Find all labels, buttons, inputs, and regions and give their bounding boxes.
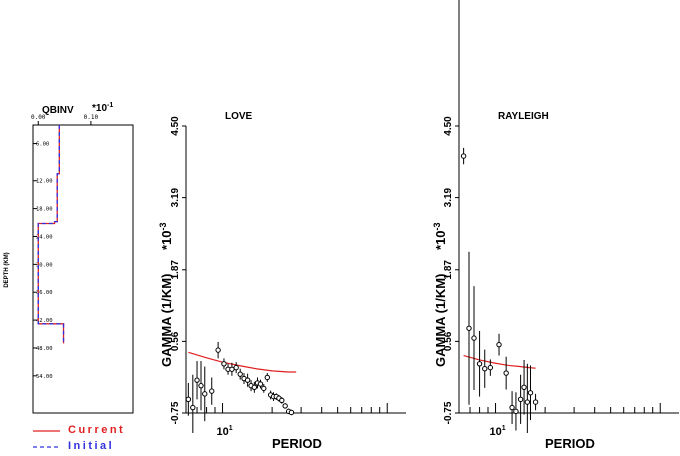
love-data-point (282, 403, 288, 409)
love-data-point (257, 381, 264, 387)
love-data-point (288, 409, 295, 416)
love-scale-label: *10-3 (158, 222, 174, 250)
love-title: LOVE (225, 111, 253, 122)
love-y-tick-label: 1.87 (170, 260, 181, 280)
legend-current-label: Current (68, 424, 125, 436)
love-data-point (209, 388, 215, 394)
qbinv-y-tick-label: 18.00 (36, 207, 53, 213)
love-x-tick-label: 101 (217, 425, 233, 438)
qbinv-y-tick-label: 6.00 (36, 142, 49, 148)
love-data-point (229, 366, 235, 372)
rayleigh-y-tick-label: -0.75 (443, 401, 454, 424)
qbinv-title: QBINV (42, 105, 74, 116)
love-data-point (215, 347, 221, 353)
love-data-point (244, 377, 251, 383)
rayleigh-data-point (521, 384, 527, 391)
love-data-point (251, 384, 258, 391)
rayleigh-data-point (482, 366, 488, 372)
rayleigh-data-point (460, 153, 467, 159)
qbinv-plot-frame (32, 124, 134, 414)
legend: Current Initial (33, 424, 125, 452)
qbinv-profile-lines (37, 125, 65, 344)
qbinv-ticks: 0.00 0.10 6.00 12.00 18.00 24.00 30.00 36.00 42.… (31, 114, 98, 380)
love-data-point (185, 396, 192, 403)
love-data-point (194, 377, 200, 383)
qbinv-x-tick-label: 0.10 (84, 114, 99, 121)
rayleigh-x-axis-label: PERIOD (545, 436, 595, 451)
rayleigh-data-point (487, 364, 494, 371)
qbinv-y-tick-label: 12.00 (36, 179, 53, 185)
rayleigh-scale-label: *10-3 (432, 222, 448, 250)
rayleigh-y-tick-label: 4.50 (443, 116, 454, 136)
rayleigh-data-point (466, 325, 472, 331)
love-data-point (202, 391, 208, 397)
qbinv-y-tick-label: 48.00 (36, 346, 53, 352)
love-x-axis-label: PERIOD (272, 436, 322, 451)
love-y-axis-label: GAMMA (1/KM) (159, 274, 174, 367)
rayleigh-axes: -0.75 0.56 1.87 3.19 4.50 101 (443, 0, 679, 438)
rayleigh-x-tick-label: 101 (490, 425, 506, 438)
love-data-point (261, 385, 267, 392)
rayleigh-data-point (513, 408, 519, 415)
love-data-point (233, 364, 239, 371)
rayleigh-title: RAYLEIGH (498, 111, 549, 122)
qbinv-panel: QBINV *10-1 DEPTH (KM) 0.00 0.10 6.00 12.00… (4, 102, 134, 414)
love-data-point (198, 382, 204, 389)
love-model-curve (188, 351, 297, 373)
qbinv-scale-label: *10-1 (92, 102, 113, 114)
love-data-point (221, 361, 227, 367)
qbinv-y-tick-label: 24.00 (36, 234, 53, 240)
love-model-line (188, 351, 297, 373)
legend-initial-label: Initial (68, 440, 114, 451)
rayleigh-data-point (517, 396, 524, 403)
rayleigh-data-point (476, 361, 483, 367)
qbinv-x-tick-label: 0.00 (31, 114, 46, 121)
qbinv-y-tick-label: 30.00 (36, 262, 53, 268)
qbinv-series-initial (37, 125, 65, 344)
love-data-points (185, 341, 295, 433)
rayleigh-y-tick-label: 0.56 (443, 331, 454, 351)
love-axes: -0.75 0.56 1.87 3.19 4.50 101 (170, 116, 406, 438)
rayleigh-y-tick-label: 3.19 (443, 187, 454, 207)
love-panel: LOVE GAMMA (1/KM) *10-3 PERIOD -0.75 0.56… (158, 111, 406, 451)
rayleigh-data-point (496, 341, 502, 348)
love-data-point (190, 404, 196, 411)
qbinv-y-tick-label: 54.00 (36, 374, 53, 380)
love-y-tick-label: -0.75 (170, 401, 181, 424)
rayleigh-data-point (527, 390, 534, 396)
qbinv-y-axis-label: DEPTH (KM) (4, 252, 10, 287)
love-data-point (264, 374, 271, 381)
rayleigh-data-point (471, 335, 477, 341)
love-y-tick-label: 3.19 (170, 187, 181, 207)
rayleigh-panel: RAYLEIGH GAMMA (1/KM) *10-3 PERIOD -0.75… (432, 0, 679, 451)
rayleigh-data-point (524, 399, 531, 405)
rayleigh-y-axis-label: GAMMA (1/KM) (433, 274, 448, 367)
love-y-tick-label: 4.50 (170, 116, 181, 136)
rayleigh-data-points (460, 147, 539, 433)
love-data-point (279, 397, 285, 404)
love-data-point (237, 371, 243, 377)
rayleigh-data-point (532, 399, 539, 405)
rayleigh-data-point (503, 370, 509, 376)
rayleigh-y-tick-label: 1.87 (443, 260, 454, 280)
rayleigh-data-point (509, 404, 515, 411)
love-y-tick-label: 0.56 (170, 331, 181, 351)
qbinv-y-tick-label: 36.00 (36, 290, 53, 296)
qbinv-y-tick-label: 42.00 (36, 318, 53, 324)
